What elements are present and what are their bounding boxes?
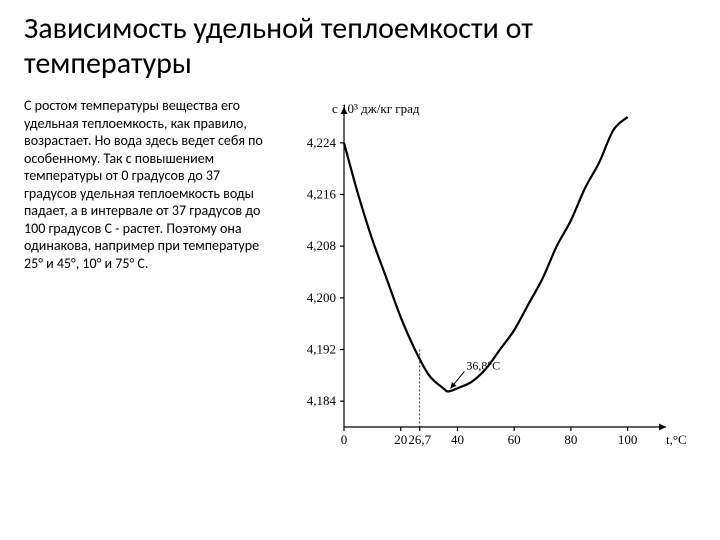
svg-text:4,192: 4,192 — [307, 342, 336, 357]
svg-text:40: 40 — [451, 432, 464, 447]
svg-text:t,°C: t,°C — [666, 432, 686, 447]
description-text: С ростом температуры вещества его удельн… — [24, 97, 274, 467]
svg-text:4,224: 4,224 — [307, 135, 337, 150]
svg-text:4,216: 4,216 — [307, 187, 337, 202]
chart-svg: 4,184 4,192 4,200 4,208 4,216 4,224 0 2026,7 40 6… — [286, 97, 686, 457]
svg-text:с 10³ дж/кг град: с 10³ дж/кг град — [332, 101, 420, 116]
svg-text:36,8°C: 36,8°C — [466, 358, 500, 372]
svg-text:60: 60 — [508, 432, 521, 447]
content-row: С ростом температуры вещества его удельн… — [24, 97, 696, 467]
svg-text:0: 0 — [341, 432, 348, 447]
svg-text:4,200: 4,200 — [307, 290, 336, 305]
svg-text:4,208: 4,208 — [307, 238, 336, 253]
svg-text:100: 100 — [618, 432, 638, 447]
page-title: Зависимость удельной теплоемкости от тем… — [24, 12, 696, 81]
svg-text:4,184: 4,184 — [307, 393, 337, 408]
svg-text:20: 20 — [394, 432, 407, 447]
svg-text:80: 80 — [564, 432, 577, 447]
svg-text:26,7: 26,7 — [408, 432, 431, 447]
heat-capacity-chart: 4,184 4,192 4,200 4,208 4,216 4,224 0 2026,7 40 6… — [286, 97, 696, 467]
